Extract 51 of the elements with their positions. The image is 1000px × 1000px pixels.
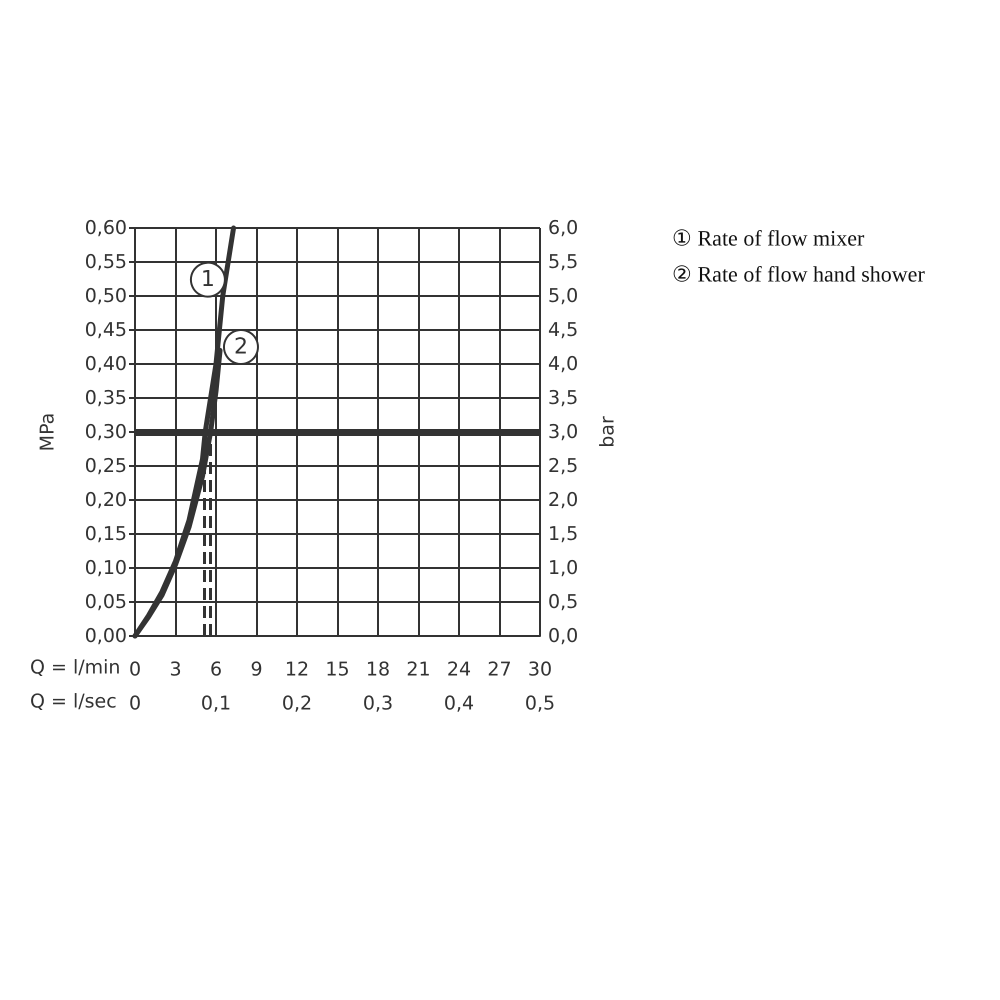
y2-tick-label: 1,5 [548,523,578,545]
y-tick-label: 0,60 [84,217,127,239]
x2-tick-label: 0,3 [362,692,394,714]
x-tick-label: 30 [528,658,552,680]
x2-tick-label: 0,2 [282,692,312,714]
y-tick-label: 0,55 [84,251,127,273]
x-tick-label: 24 [446,658,472,680]
y2-tick-label: 0,5 [548,591,578,613]
x-tick-label: 27 [487,658,512,680]
y-tick-label: 0,00 [84,625,127,647]
x2-axis-title: Q = l/sec [30,690,117,712]
x-axis-title: Q = l/min [30,656,120,678]
x-tick-label: 15 [325,658,350,680]
annotation: 2 [234,334,248,360]
y2-tick-label: 2,5 [548,455,578,477]
y-tick-label: 0,05 [84,591,127,613]
y2-tick-label: 5,0 [548,285,578,307]
y2-tick-label: 4,5 [548,319,578,341]
x-tick-label: 18 [366,658,390,680]
y-tick-label: 0,45 [84,319,127,341]
y-tick-label: 0,15 [84,523,127,545]
y2-tick-label: 0,0 [548,625,578,647]
y-tick-label: 0,20 [84,489,127,511]
x2-tick-label: 0,5 [524,692,556,714]
x2-tick-label: 0 [128,692,142,714]
y2-tick-label: 3,0 [548,421,578,443]
y2-tick-label: 5,5 [548,251,578,273]
y-tick-label: 0,50 [84,285,127,307]
y2-tick-label: 1,0 [548,557,578,579]
y2-axis-title: bar [596,416,618,448]
x-tick-label: 0 [128,658,142,680]
annotation: 1 [200,267,215,292]
y-tick-label: 0,35 [84,387,127,409]
y2-tick-label: 6,0 [548,217,578,239]
x2-tick-label: 0,1 [200,692,232,714]
y2-tick-label: 4,0 [548,353,578,375]
x-tick-label: 21 [406,658,431,680]
y-tick-label: 0,30 [84,421,127,443]
y-tick-label: 0,40 [84,353,127,375]
x2-tick-label: 0,4 [444,692,474,714]
x-tick-label: 6 [210,658,222,680]
y-axis-title: MPa [36,412,58,452]
y-tick-label: 0,25 [84,455,127,477]
y-tick-label: 0,10 [84,557,127,579]
y2-tick-label: 2,0 [548,489,578,511]
x-tick-label: 3 [169,658,182,680]
x-tick-label: 12 [284,658,310,680]
y2-tick-label: 3,5 [548,387,578,409]
text: ① Rate of flow mixer [672,226,865,250]
text: ② Rate of flow hand shower [672,262,926,286]
x-tick-label: 9 [250,658,263,680]
